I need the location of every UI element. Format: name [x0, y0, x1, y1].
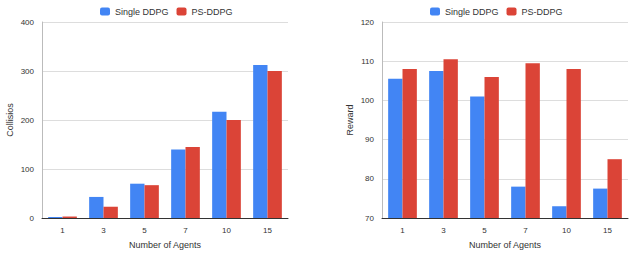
svg-text:PS-DDPG: PS-DDPG — [192, 7, 233, 17]
svg-text:5: 5 — [482, 226, 487, 235]
svg-text:7: 7 — [523, 226, 528, 235]
svg-text:90: 90 — [365, 135, 374, 144]
svg-text:15: 15 — [263, 226, 272, 235]
svg-text:10: 10 — [562, 226, 571, 235]
svg-text:110: 110 — [361, 57, 374, 66]
svg-text:5: 5 — [142, 226, 147, 235]
svg-text:200: 200 — [21, 116, 35, 125]
svg-text:300: 300 — [21, 67, 35, 76]
svg-text:100: 100 — [361, 96, 375, 105]
svg-text:Single DDPG: Single DDPG — [445, 7, 499, 17]
svg-text:Reward: Reward — [345, 104, 355, 135]
svg-text:7: 7 — [183, 226, 188, 235]
svg-text:120: 120 — [361, 18, 375, 27]
svg-text:Single DDPG: Single DDPG — [115, 7, 169, 17]
svg-text:Number of Agents: Number of Agents — [129, 240, 202, 250]
svg-text:1: 1 — [60, 226, 65, 235]
svg-text:Collisios: Collisios — [5, 103, 15, 137]
svg-text:Number of Agents: Number of Agents — [469, 240, 542, 250]
svg-text:10: 10 — [222, 226, 231, 235]
svg-text:3: 3 — [441, 226, 446, 235]
svg-text:15: 15 — [603, 226, 612, 235]
svg-text:3: 3 — [101, 226, 106, 235]
svg-text:100: 100 — [21, 165, 35, 174]
svg-text:400: 400 — [21, 18, 35, 27]
svg-text:70: 70 — [365, 214, 374, 223]
svg-text:1: 1 — [400, 226, 405, 235]
svg-text:PS-DDPG: PS-DDPG — [522, 7, 563, 17]
svg-text:0: 0 — [30, 214, 35, 223]
svg-text:80: 80 — [365, 174, 374, 183]
